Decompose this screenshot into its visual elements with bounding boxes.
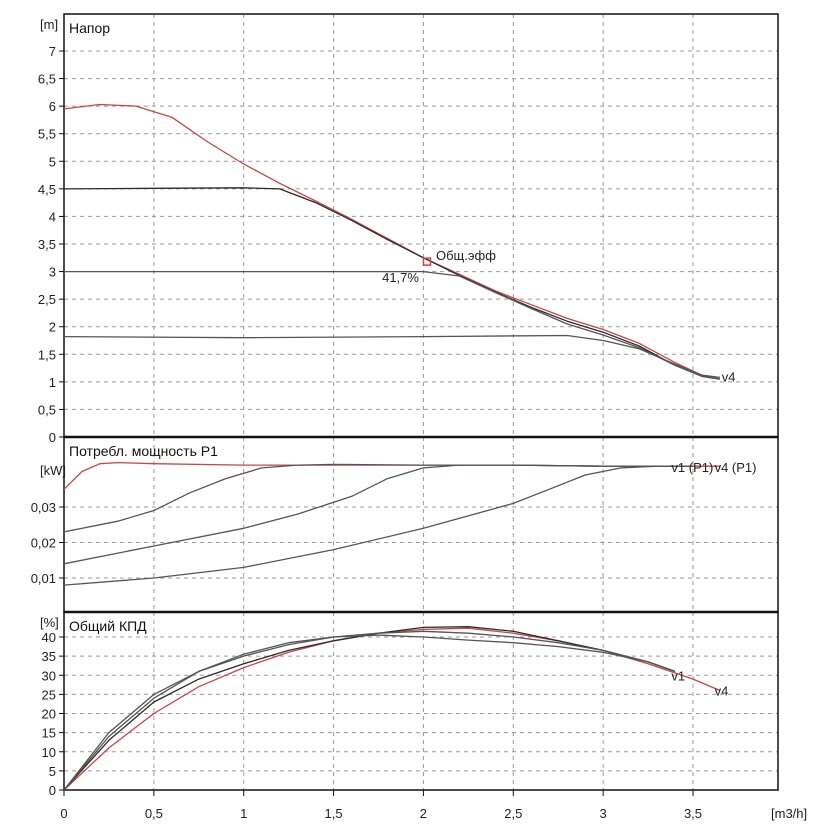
y-tick-label: 40 xyxy=(42,630,56,645)
series-line-2 xyxy=(63,626,676,791)
y-tick-label: 10 xyxy=(42,745,56,760)
x-tick-label: 3 xyxy=(600,806,607,821)
x-axis-label: [m3/h] xyxy=(771,806,807,821)
y-tick-label: 3 xyxy=(49,265,56,280)
y-tick-label: 4,5 xyxy=(38,182,56,197)
series-line-4 xyxy=(63,465,693,586)
series-line-1 xyxy=(63,627,721,791)
head-panel: 0 0,5 1 1,5 2 2,5 3 3,5 4 4,5 5 5,5 6 6,5 7 Общ.эфф 41,7… xyxy=(38,13,779,445)
x-tick-label: 2,5 xyxy=(504,806,522,821)
series-line-3 xyxy=(64,270,721,380)
y-tick-label: 30 xyxy=(42,668,56,683)
y-tick-label: 0 xyxy=(49,783,56,798)
efficiency-panel: 0 5 10 15 20 25 30 35 40 v1 v4 Общий КПД [%] xyxy=(40,611,779,798)
y-tick-label: 7 xyxy=(49,44,56,59)
annotation-label: v1 xyxy=(671,668,685,683)
panel-title: Напор xyxy=(69,20,110,36)
power-panel: 0,01 0,02 0,03 v1 (P1) v4 (P1) Потребл. мощно… xyxy=(31,436,779,613)
efficiency-marker xyxy=(422,257,432,266)
y-tick-label: 15 xyxy=(42,726,56,741)
series-line-3 xyxy=(63,630,676,791)
y-tick-label: 0 xyxy=(49,430,56,445)
unit-label: [%] xyxy=(40,615,59,630)
x-tick-label: 2 xyxy=(420,806,427,821)
y-tick-label: 25 xyxy=(42,687,56,702)
y-tick-label: 0,5 xyxy=(38,402,56,417)
series-line-3 xyxy=(63,464,693,565)
x-tick-label: 0,5 xyxy=(145,806,163,821)
unit-label: [m] xyxy=(40,17,58,32)
annotation-label: Общ.эфф xyxy=(436,248,496,263)
y-tick-label: 20 xyxy=(42,707,56,722)
x-tick-label: 0 xyxy=(60,806,67,821)
series-line-2 xyxy=(63,463,693,533)
y-tick-label: 5,5 xyxy=(38,127,56,142)
y-tick-label: 1,5 xyxy=(38,347,56,362)
x-tick-label: 1,5 xyxy=(325,806,343,821)
annotation-label: 41,7% xyxy=(382,270,419,285)
annotation-label: v4 xyxy=(722,369,736,384)
y-tick-label: 5 xyxy=(49,764,56,779)
panel-title: Потребл. мощность P1 xyxy=(69,443,218,459)
y-tick-label: 0,03 xyxy=(31,500,56,515)
series-line-4 xyxy=(63,334,721,379)
y-tick-label: 5 xyxy=(49,154,56,169)
y-tick-label: 35 xyxy=(42,649,56,664)
y-tick-label: 6 xyxy=(49,99,56,114)
panel-title: Общий КПД xyxy=(69,618,147,634)
unit-label: [kW] xyxy=(40,463,66,478)
y-tick-label: 1 xyxy=(49,375,56,390)
y-tick-label: 0,02 xyxy=(31,536,56,551)
y-tick-label: 6,5 xyxy=(38,72,56,87)
y-tick-label: 3,5 xyxy=(38,237,56,252)
x-tick-label: 1 xyxy=(240,806,247,821)
annotation-label: v4 xyxy=(715,684,729,699)
plot-frame xyxy=(63,13,779,438)
y-tick-label: 2,5 xyxy=(38,292,56,307)
y-tick-label: 2 xyxy=(49,320,56,335)
series-line-4 xyxy=(63,634,676,791)
annotation-label: v1 (P1) xyxy=(671,460,713,475)
annotation-label: v4 (P1) xyxy=(715,460,757,475)
y-tick-label: 4 xyxy=(49,209,56,224)
y-tick-label: 0,01 xyxy=(31,571,56,586)
plot-frame xyxy=(63,611,779,791)
x-tick-label: 3,5 xyxy=(684,806,702,821)
